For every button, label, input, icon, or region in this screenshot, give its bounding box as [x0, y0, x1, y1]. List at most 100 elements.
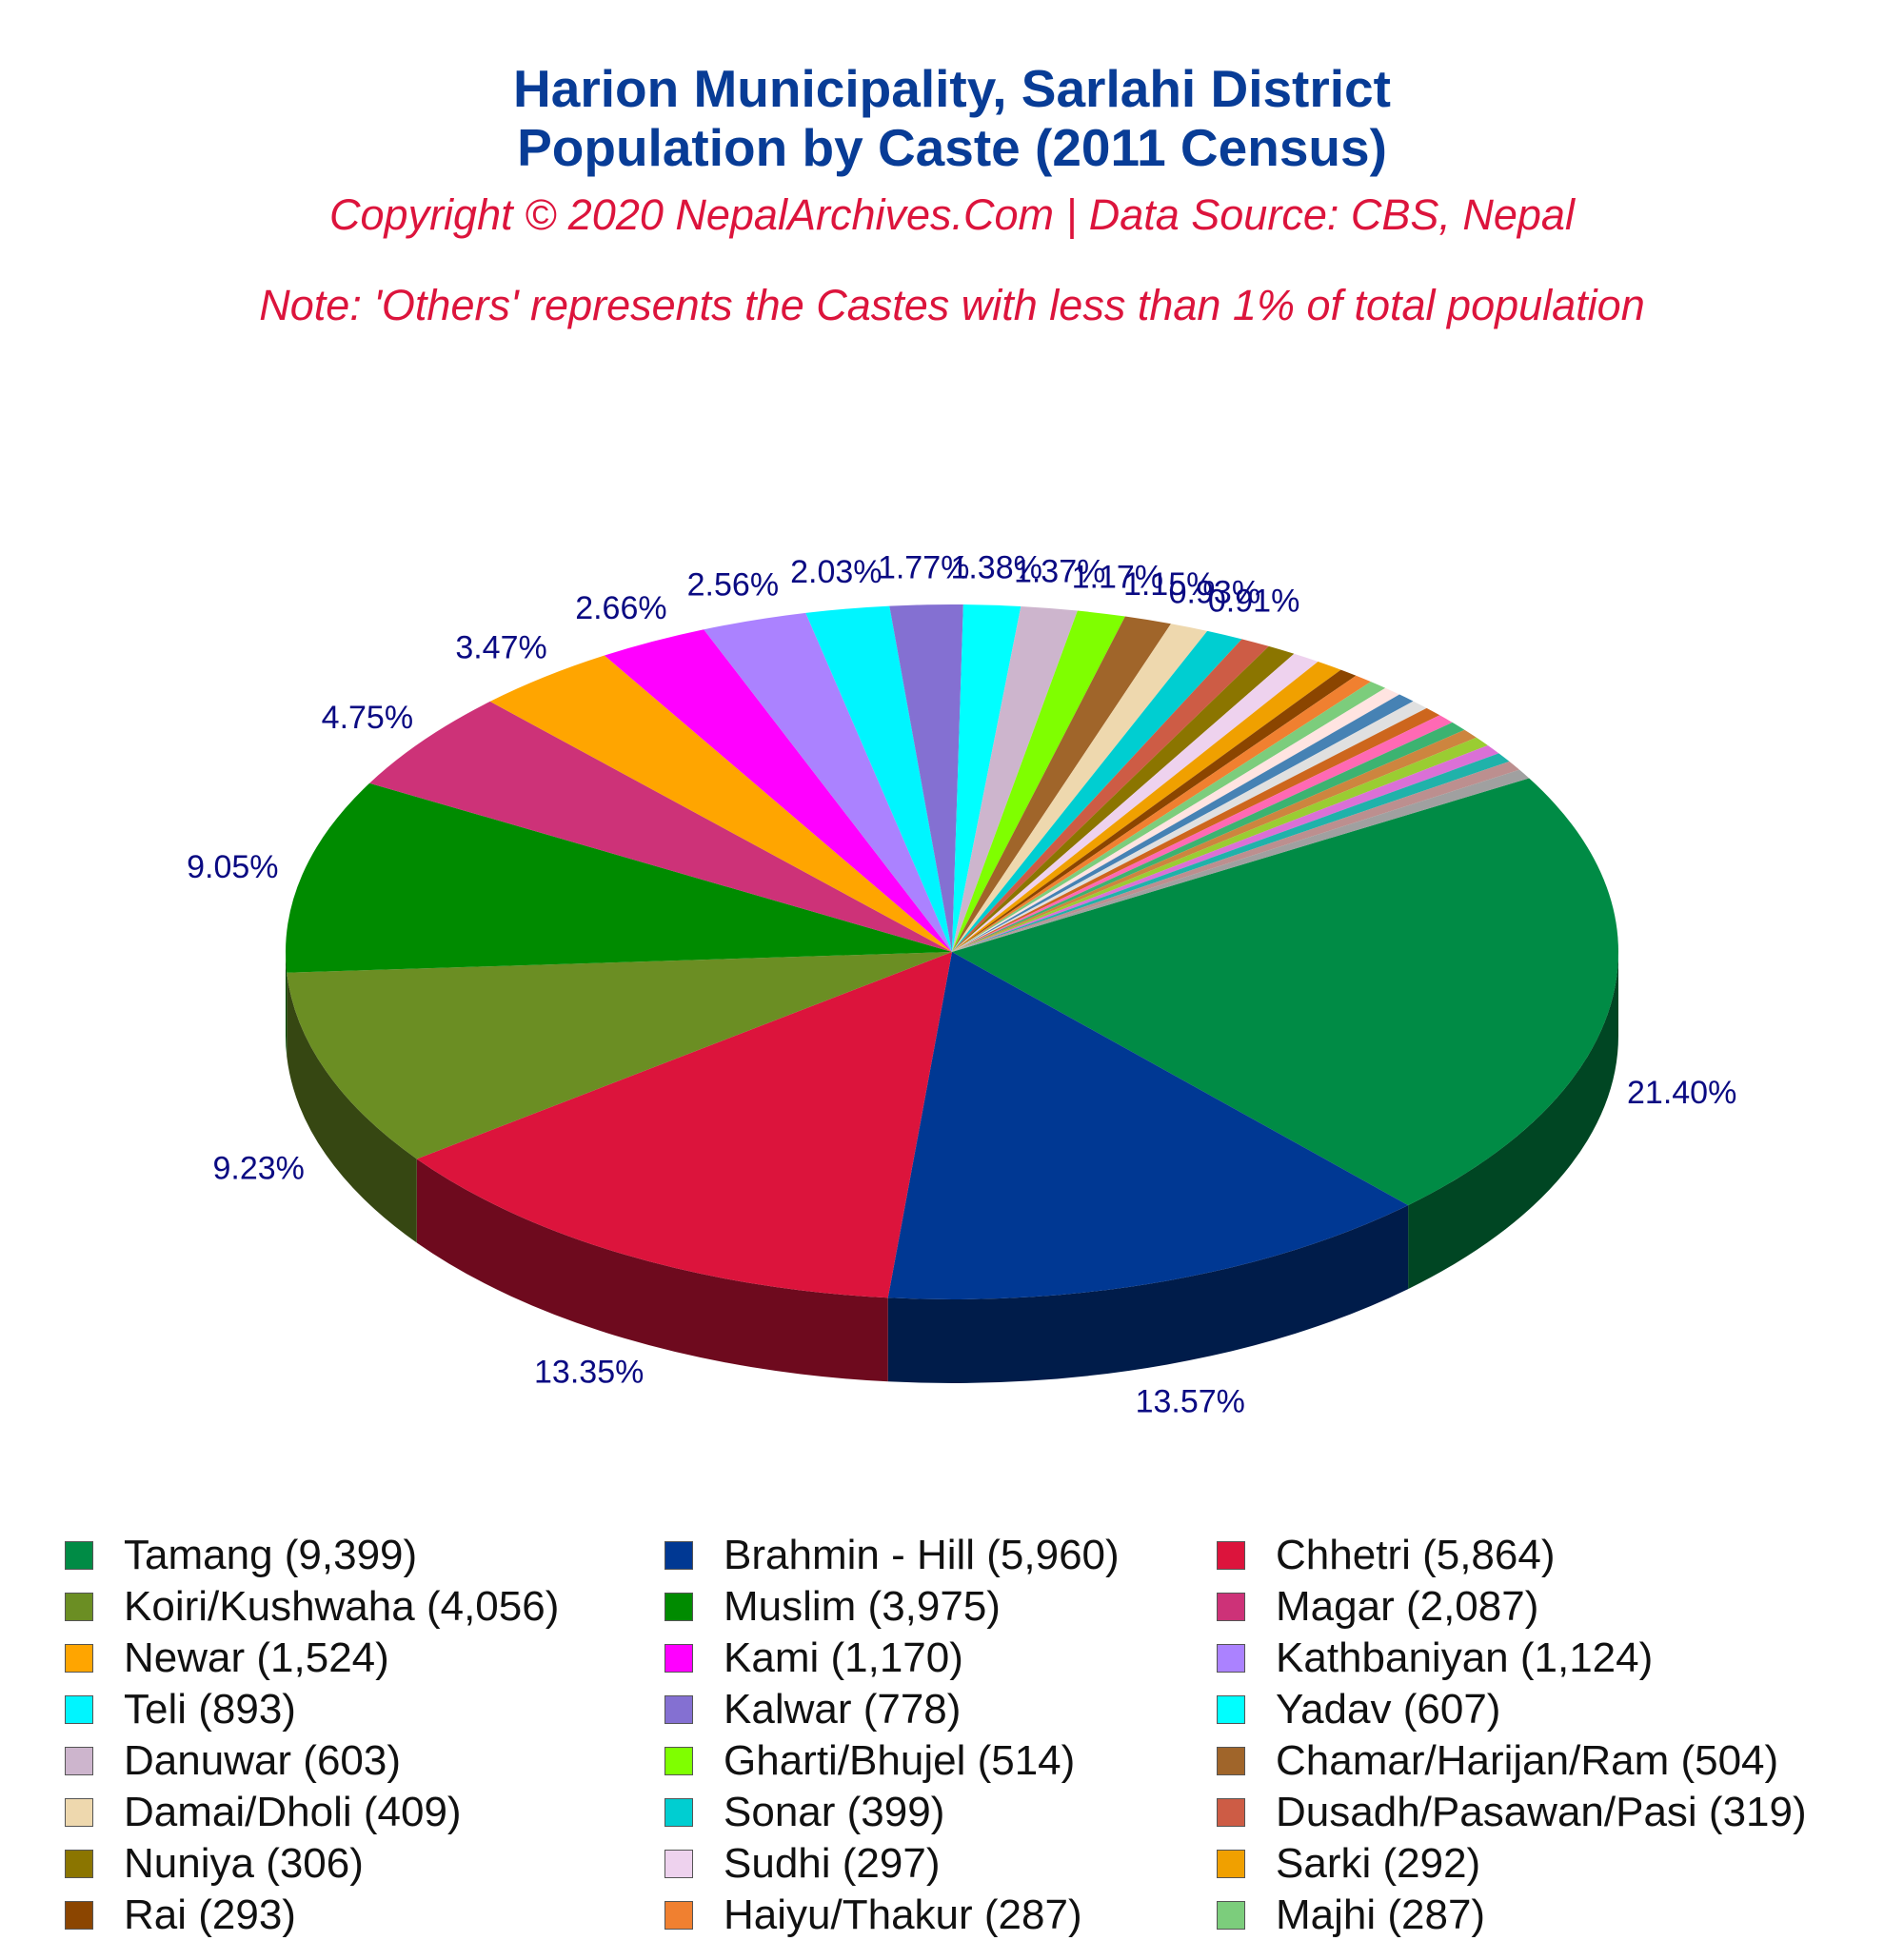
legend-label: Yadav (607)	[1276, 1686, 1501, 1733]
pie-side-2	[416, 1159, 888, 1382]
pie-slice-other-24[interactable]	[952, 687, 1400, 952]
pie-slice-danuwar[interactable]	[952, 605, 1078, 952]
legend-swatch	[65, 1541, 93, 1570]
pct-label-2: 13.35%	[534, 1355, 644, 1391]
legend-item: Nuniya (306)	[65, 1838, 364, 1890]
pie-slice-other-28[interactable]	[952, 715, 1453, 952]
pct-label-15: 0.93%	[1169, 575, 1260, 611]
legend-item: Damai/Dholi (409)	[65, 1787, 462, 1838]
legend-label: Magar (2,087)	[1276, 1583, 1539, 1630]
chart-title-line2: Population by Caste (2011 Census)	[517, 118, 1387, 177]
legend-swatch	[1217, 1747, 1245, 1775]
pie-slice-kathbaniyan[interactable]	[704, 612, 952, 952]
legend-item: Chamar/Harijan/Ram (504)	[1217, 1735, 1778, 1787]
legend-swatch	[1217, 1901, 1245, 1930]
pie-slice-magar[interactable]	[369, 701, 952, 952]
legend-label: Brahmin - Hill (5,960)	[724, 1532, 1120, 1578]
legend-swatch	[1217, 1798, 1245, 1827]
legend-swatch	[664, 1541, 693, 1570]
legend-swatch	[664, 1901, 693, 1930]
pct-label-14: 1.15%	[1123, 566, 1215, 603]
legend-swatch	[664, 1644, 693, 1673]
pie-slice-nuniya[interactable]	[952, 645, 1295, 952]
pie-slice-other-33[interactable]	[952, 753, 1510, 952]
pie-slice-other-32[interactable]	[952, 744, 1499, 952]
legend-item: Dusadh/Pasawan/Pasi (319)	[1217, 1787, 1807, 1838]
pie-slice-kami[interactable]	[604, 629, 952, 952]
legend-label: Gharti/Bhujel (514)	[724, 1737, 1076, 1784]
legend-item: Tamang (9,399)	[65, 1530, 417, 1581]
pie-slice-teli[interactable]	[805, 605, 952, 952]
legend-item: Danuwar (603)	[65, 1735, 401, 1787]
legend-label: Sonar (399)	[724, 1789, 945, 1835]
legend-item: Brahmin - Hill (5,960)	[664, 1530, 1120, 1581]
pie-side-4	[286, 952, 288, 1057]
legend-label: Rai (293)	[124, 1891, 296, 1938]
pie-chart: 21.40% 13.57% 13.35% 9.23% 9.05% 4.75% 3.47% 2.…	[187, 549, 1736, 1419]
legend-label: Teli (893)	[124, 1686, 296, 1733]
pie-slice-kalwar[interactable]	[889, 604, 963, 952]
legend-label: Tamang (9,399)	[124, 1532, 418, 1578]
pie-slice-chhetri[interactable]	[416, 952, 953, 1298]
legend-label: Chhetri (5,864)	[1276, 1532, 1556, 1578]
pie-slice-muslim[interactable]	[286, 782, 952, 973]
pct-label-9: 2.03%	[790, 554, 882, 590]
legend-swatch	[1217, 1850, 1245, 1878]
legend-label: Dusadh/Pasawan/Pasi (319)	[1276, 1789, 1807, 1835]
pct-label-7: 2.66%	[575, 590, 666, 626]
legend-swatch	[65, 1644, 93, 1673]
legend-item: Majhi (287)	[1217, 1890, 1485, 1941]
pie-slice-rai[interactable]	[952, 669, 1357, 952]
pie-side-3	[287, 972, 417, 1243]
legend-swatch	[1217, 1541, 1245, 1570]
pie-slice-other-31[interactable]	[952, 737, 1488, 952]
pie-slice-sonar[interactable]	[952, 630, 1242, 952]
pct-label-4: 9.05%	[187, 849, 278, 885]
legend-swatch	[664, 1798, 693, 1827]
pie-slice-other-30[interactable]	[952, 729, 1477, 952]
legend-label: Haiyu/Thakur (287)	[724, 1891, 1082, 1938]
legend-swatch	[1217, 1593, 1245, 1621]
legend-item: Sonar (399)	[664, 1787, 944, 1838]
pie-slice-koiri-kushwaha[interactable]	[287, 952, 952, 1159]
pie-slice-brahmin-hill[interactable]	[887, 952, 1409, 1299]
legend-swatch	[65, 1695, 93, 1724]
legend-label: Damai/Dholi (409)	[124, 1789, 462, 1835]
pie-slice-dusadh-pasawan-pasi[interactable]	[952, 639, 1269, 952]
pie-slice-other-34[interactable]	[952, 761, 1520, 952]
legend-label: Kalwar (778)	[724, 1686, 962, 1733]
pie-slice-yadav[interactable]	[952, 604, 1021, 952]
pie-slice-other-27[interactable]	[952, 707, 1440, 952]
pct-label-11: 1.38%	[950, 550, 1041, 586]
pie-percent-labels: 21.40% 13.57% 13.35% 9.23% 9.05% 4.75% 3.47% 2.…	[187, 549, 1736, 1419]
legend-label: Kathbaniyan (1,124)	[1276, 1634, 1654, 1681]
pie-slice-other-26[interactable]	[952, 701, 1427, 952]
pie-slice-sarki[interactable]	[952, 661, 1341, 952]
pct-label-0: 21.40%	[1627, 1075, 1736, 1111]
legend-label: Chamar/Harijan/Ram (504)	[1276, 1737, 1779, 1784]
legend-swatch	[664, 1593, 693, 1621]
pie-slice-tamang[interactable]	[952, 778, 1619, 1206]
pie-slice-other-29[interactable]	[952, 722, 1465, 952]
pie-slice-newar[interactable]	[489, 655, 952, 952]
pie-slice-chamar-harijan-ram[interactable]	[952, 616, 1171, 952]
pie-slice-damai-dholi[interactable]	[952, 624, 1208, 952]
legend-swatch	[664, 1747, 693, 1775]
pct-label-16: 0.91%	[1208, 583, 1299, 619]
pie-slice-other-22[interactable]	[952, 675, 1371, 952]
legend-item: Rai (293)	[65, 1890, 296, 1941]
pie-slice-gharti-bhujel[interactable]	[952, 610, 1125, 952]
pie-slice-other-35[interactable]	[952, 769, 1530, 952]
legend-item: Chhetri (5,864)	[1217, 1530, 1555, 1581]
legend-label: Muslim (3,975)	[724, 1583, 1001, 1630]
pie-slice-other-25[interactable]	[952, 694, 1414, 952]
pct-label-8: 2.56%	[687, 566, 779, 603]
pie-slice-sudhi[interactable]	[952, 653, 1319, 952]
legend-label: Sudhi (297)	[724, 1840, 941, 1887]
legend-item: Newar (1,524)	[65, 1633, 389, 1684]
legend-swatch	[65, 1850, 93, 1878]
legend-swatch	[664, 1850, 693, 1878]
pct-label-10: 1.77%	[878, 549, 969, 585]
legend-label: Sarki (292)	[1276, 1840, 1481, 1887]
pie-slice-other-23[interactable]	[952, 682, 1386, 952]
